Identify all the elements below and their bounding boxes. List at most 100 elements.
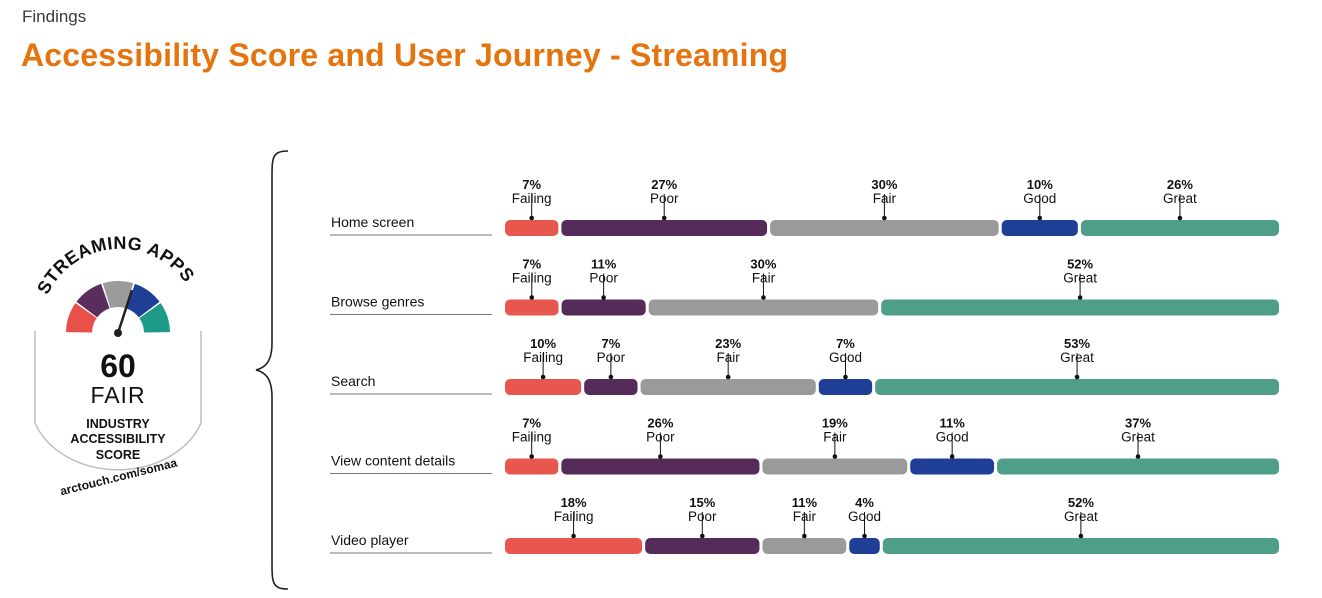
gauge-segment [66, 303, 97, 333]
segment-category-label: Fair [717, 350, 741, 365]
bar-segment-poor [561, 458, 760, 475]
segment-pointer-dot [601, 295, 606, 300]
industry-score-badge: STREAMING APPS 60 FAIR INDUSTRY ACCESSIB… [33, 233, 202, 495]
segment-category-label: Poor [688, 509, 717, 524]
segment-category-label: Great [1121, 430, 1155, 445]
findings-kicker: Findings [22, 7, 87, 26]
segment-pointer-dot [882, 215, 887, 221]
bar-segment-poor [645, 538, 760, 554]
segment-value-label: 19% [822, 416, 848, 431]
segment-value-label: 23% [715, 336, 741, 351]
segment-category-label: Great [1060, 350, 1094, 365]
segment-pointer-dot [529, 215, 534, 221]
segment-category-label: Failing [512, 271, 552, 286]
segment-value-label: 26% [1167, 177, 1193, 192]
segment-pointer-dot [1177, 215, 1183, 221]
gauge-needle [116, 289, 133, 335]
bar-segment-great [1080, 220, 1279, 236]
segment-category-label: Great [1163, 191, 1197, 206]
gauge-segment [102, 281, 134, 309]
segment-category-label: Poor [597, 350, 626, 365]
segment-pointer-dot [571, 533, 576, 539]
badge-caption-line-1: INDUSTRY [86, 417, 150, 431]
segment-category-label: Fair [793, 509, 817, 524]
segment-category-label: Failing [512, 191, 552, 206]
bar-segment-failing [505, 299, 559, 316]
segment-value-label: 37% [1125, 416, 1151, 431]
segment-value-label: 52% [1068, 495, 1094, 510]
segment-value-label: 26% [647, 416, 673, 431]
segment-pointer-dot [843, 374, 848, 380]
gauge-segment [126, 283, 160, 318]
segment-value-label: 10% [530, 336, 556, 351]
bar-segment-good [818, 379, 873, 395]
segment-category-label: Failing [523, 350, 563, 365]
segment-value-label: 7% [522, 257, 541, 272]
segment-pointer-dot [1037, 215, 1043, 221]
row-label: Home screen [331, 214, 414, 230]
bar-segment-good [910, 458, 995, 475]
segment-pointer-dot [529, 454, 534, 459]
segment-value-label: 30% [750, 257, 776, 272]
segment-pointer-dot [661, 215, 667, 221]
gauge-icon [66, 281, 170, 337]
gauge-segment [139, 303, 170, 333]
bar-segment-fair [648, 299, 879, 316]
bar-segment-great [875, 379, 1279, 395]
segment-category-label: Fair [873, 191, 897, 206]
segment-category-label: Good [829, 350, 862, 365]
segment-pointer-dot [1077, 295, 1083, 300]
bar-segment-good [849, 538, 880, 554]
segment-category-label: Great [1064, 509, 1098, 524]
badge-outline [34, 331, 202, 471]
bar-segment-fair [762, 538, 847, 554]
segment-value-label: 53% [1064, 336, 1090, 351]
bar-segment-fair [770, 220, 999, 236]
segment-pointer-dot [608, 374, 614, 380]
segment-value-label: 27% [651, 177, 677, 192]
bar-segment-failing [505, 220, 559, 236]
segment-value-label: 7% [836, 336, 855, 351]
segment-category-label: Good [848, 509, 881, 524]
bar-segment-fair [762, 458, 908, 475]
bar-segment-failing [505, 538, 643, 554]
segment-category-label: Great [1063, 271, 1097, 286]
badge-rating: FAIR [90, 382, 145, 408]
badge-caption-line-3: SCORE [96, 448, 140, 462]
bar-segment-good [1001, 220, 1078, 236]
gauge-hub [114, 329, 122, 337]
segment-value-label: 18% [561, 495, 587, 510]
segment-pointer-dot [529, 295, 535, 300]
journey-row: Home screen 7%Failing 27%Poor 30%Fair 10%Goo… [330, 177, 1279, 236]
gauge-segment [76, 283, 110, 318]
bar-segment-poor [561, 299, 646, 316]
badge-score: 60 [100, 348, 136, 384]
bar-segment-poor [584, 379, 638, 395]
segment-pointer-dot [700, 533, 705, 539]
journey-row: Search10%Failing7%Poor23%Fair7%Good53%Gr… [330, 336, 1279, 395]
segment-category-label: Failing [554, 509, 594, 524]
bar-segment-great [997, 458, 1279, 475]
badge-caption-line-2: ACCESSIBILITY [70, 432, 166, 446]
segment-category-label: Good [936, 430, 969, 445]
journey-row: View content details 7%Failing 26%Poor 19%F… [330, 416, 1279, 475]
segment-pointer-dot [1074, 374, 1080, 380]
segment-pointer-dot [725, 374, 731, 380]
segment-pointer-dot [1135, 454, 1141, 459]
segment-category-label: Fair [752, 271, 776, 286]
journey-row: Video player 18%Failing 15%Poor 11%Fair 4%Go… [330, 495, 1279, 554]
segment-value-label: 7% [601, 336, 620, 351]
page-title: Accessibility Score and User Journey - S… [21, 37, 789, 73]
segment-value-label: 10% [1027, 177, 1053, 192]
segment-value-label: 30% [871, 177, 897, 192]
row-label: Video player [331, 532, 409, 548]
segment-category-label: Poor [646, 430, 675, 445]
segment-value-label: 7% [522, 177, 541, 192]
bar-segment-failing [505, 379, 582, 395]
segment-pointer-dot [1078, 533, 1084, 539]
bar-segment-poor [561, 220, 768, 236]
segment-pointer-dot [949, 454, 955, 459]
segment-category-label: Poor [650, 191, 679, 206]
journey-chart: Home screen7%Failing27%Poor30%Fair10%Goo… [330, 177, 1279, 554]
bar-segment-great [881, 299, 1279, 316]
